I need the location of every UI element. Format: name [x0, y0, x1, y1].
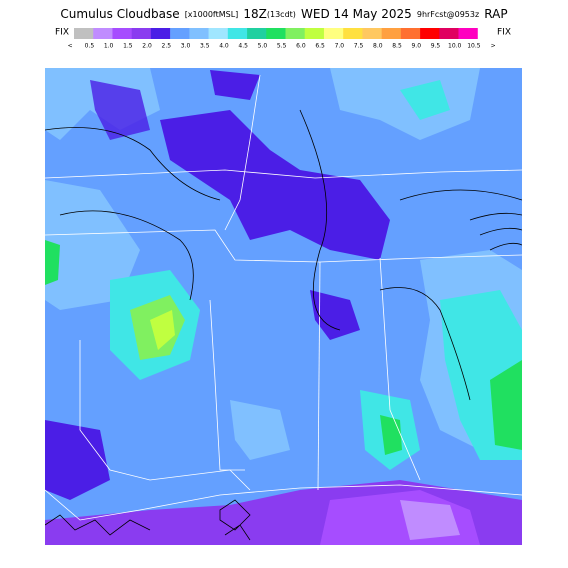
colorbar-label: 6.0	[296, 43, 306, 50]
colorbar-label: 10.5	[467, 43, 481, 50]
colorbar-swatch	[189, 28, 209, 39]
title-part: 18Z	[243, 7, 267, 21]
colorbar-label: >	[491, 43, 496, 50]
title-part: WED 14 May 2025	[301, 7, 412, 21]
field-region	[90, 80, 150, 140]
field-region	[490, 360, 522, 450]
colorbar-label: 4.0	[219, 43, 229, 50]
colorbar-swatch	[458, 28, 479, 39]
colorbar-swatch	[343, 28, 363, 39]
field-region	[210, 70, 260, 100]
colorbar-label: 2.0	[142, 43, 152, 50]
field-region	[45, 180, 140, 310]
colorbar-label: 4.5	[238, 43, 248, 50]
colorbar-label: 1.5	[123, 43, 133, 50]
colorbar: <0.5 1.0 1.5 2.0 2.5 3.0 3.5 4.0 4.5 5.0 5.5 6.0 6.5…	[68, 28, 498, 50]
field-region	[330, 68, 480, 140]
colorbar-label: 2.5	[162, 43, 172, 50]
title-part: Cumulus Cloudbase	[60, 7, 179, 21]
field-region	[230, 400, 290, 460]
colorbar-label: 8.5	[392, 43, 402, 50]
colorbar-swatch	[208, 28, 229, 39]
field-region	[400, 500, 460, 540]
colorbar-label: 7.0	[335, 43, 345, 50]
colorbar-swatch	[362, 28, 382, 39]
colorbar-label: 0.5	[85, 43, 95, 50]
title: Cumulus Cloudbase [x1000ftMSL] 18Z(13cdt…	[60, 4, 507, 23]
map	[45, 68, 522, 545]
colorbar-swatch	[112, 28, 132, 39]
colorbar-swatch	[285, 28, 306, 39]
colorbar-swatch	[381, 28, 402, 39]
colorbar-label: 3.5	[200, 43, 210, 50]
colorbar-swatch	[247, 28, 267, 39]
colorbar-label: 3.0	[181, 43, 191, 50]
fix-label: FIX	[497, 28, 511, 38]
colorbar-label: 10.0	[448, 43, 462, 50]
colorbar-label: 9.0	[411, 43, 421, 50]
title-part: RAP	[484, 7, 507, 21]
colorbar-label: 7.5	[354, 43, 364, 50]
title-part: (13cdt)	[267, 10, 296, 19]
field-region	[150, 310, 175, 350]
fix-label: FIX	[55, 28, 69, 38]
colorbar-swatch	[266, 28, 286, 39]
colorbar-swatch	[400, 28, 421, 39]
boundaries	[45, 74, 522, 521]
colorbar-swatch	[93, 28, 113, 39]
colorbar-swatch	[131, 28, 152, 39]
colorbar-swatch	[439, 28, 459, 39]
colorbar-label: 1.0	[104, 43, 114, 50]
colorbar-label: 5.5	[277, 43, 287, 50]
colorbar-label: 8.0	[373, 43, 383, 50]
colorbar-swatch	[304, 28, 325, 39]
colorbar-swatch	[150, 28, 171, 39]
colorbar-swatch	[227, 28, 248, 39]
colorbar-label: 9.5	[431, 43, 441, 50]
colorbar-label: 6.5	[315, 43, 325, 50]
colorbar-swatch	[477, 28, 498, 39]
colorbar-swatch	[74, 28, 94, 39]
field-region	[45, 420, 110, 500]
field-region	[160, 110, 390, 260]
colorbar-label: 5.0	[258, 43, 268, 50]
contours	[45, 109, 522, 541]
title-part: 9hrFcst@0953z	[417, 10, 479, 19]
field-region	[45, 240, 60, 285]
colorbar-label: <	[68, 43, 73, 50]
field-region	[400, 80, 450, 120]
colorbar-swatch	[323, 28, 344, 39]
colorbar-swatch	[420, 28, 440, 39]
field-region	[310, 290, 360, 340]
title-part: [x1000ftMSL]	[185, 10, 239, 19]
colorbar-swatch	[170, 28, 190, 39]
